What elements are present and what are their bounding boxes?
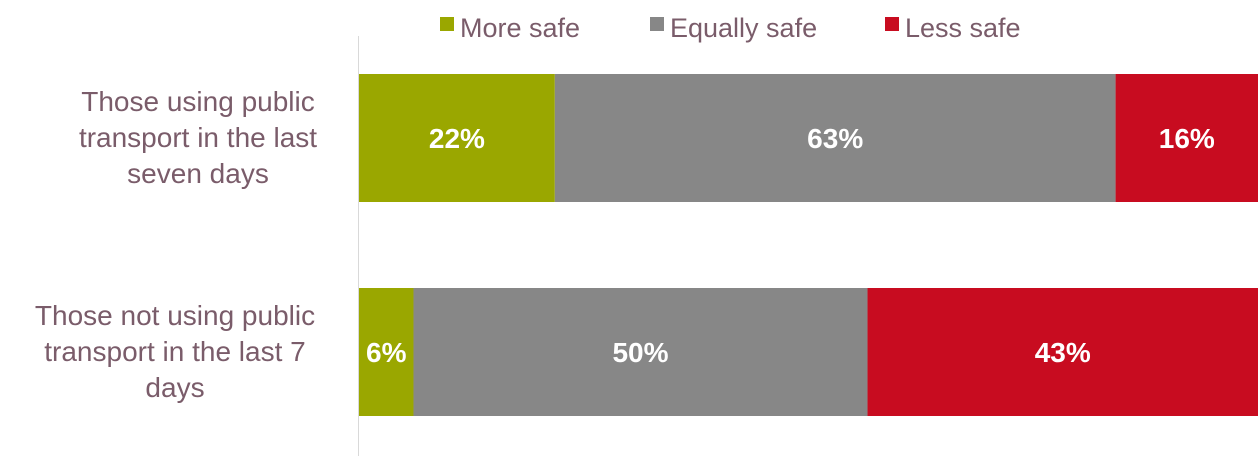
- data-label-0-0: 22%: [429, 123, 485, 154]
- data-label-0-1: 63%: [807, 123, 863, 154]
- legend-swatch-1: [650, 17, 664, 31]
- legend-swatch-0: [440, 17, 454, 31]
- bar-segment-0-1: [554, 74, 1116, 202]
- bar-segment-0-2: [1115, 74, 1258, 202]
- category-label-line: transport in the last: [79, 122, 317, 153]
- bar-segment-1-2: [867, 288, 1258, 416]
- bar-segment-1-0: [359, 288, 414, 416]
- category-label-1: Those not using public transport in the l…: [35, 300, 315, 403]
- data-label-1-2: 43%: [1035, 337, 1091, 368]
- legend-label-2: Less safe: [905, 13, 1021, 43]
- category-label-0: Those using public transport in the last s…: [79, 86, 317, 189]
- bar-segment-0-0: [359, 74, 555, 202]
- category-label-line: days: [145, 372, 204, 403]
- data-label-0-2: 16%: [1159, 123, 1215, 154]
- bar-segment-1-1: [413, 288, 868, 416]
- legend-label-1: Equally safe: [670, 13, 817, 43]
- category-label-line: Those using public: [81, 86, 314, 117]
- category-label-line: transport in the last 7: [44, 336, 305, 367]
- category-label-line: seven days: [127, 158, 269, 189]
- category-label-line: Those not using public: [35, 300, 315, 331]
- data-label-1-0: 6%: [366, 337, 407, 368]
- legend-swatch-2: [885, 17, 899, 31]
- legend-label-0: More safe: [460, 13, 580, 43]
- data-label-1-1: 50%: [612, 337, 668, 368]
